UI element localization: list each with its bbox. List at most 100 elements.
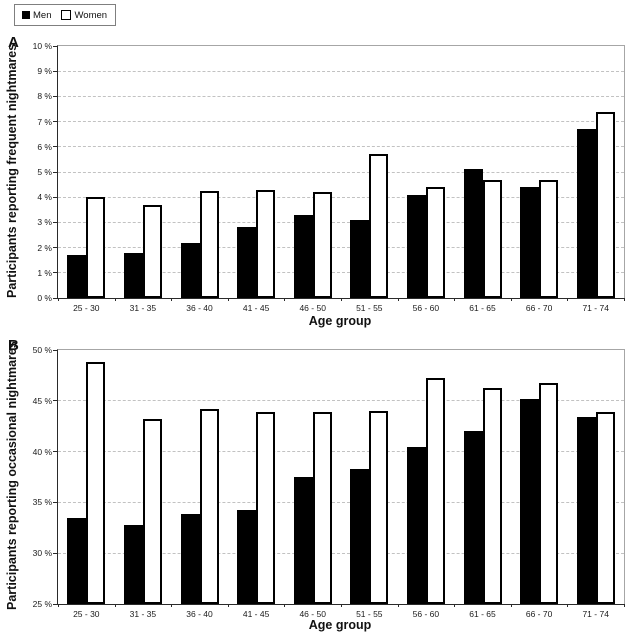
panel-a-plot-area: 0 % 1 % 2 % 3 % 4 % 5 % 6 % 7 % 8 % 9 % 10 % 25 - 3… xyxy=(33,41,625,313)
x-tick-mark xyxy=(566,298,568,301)
bar-men xyxy=(237,509,257,604)
bar-men xyxy=(350,219,370,298)
y-tick-label: 35 % xyxy=(32,497,52,508)
bar-women xyxy=(425,378,445,604)
x-tick-mark xyxy=(227,604,229,607)
bar-men xyxy=(576,129,596,298)
x-category-label: 25 - 30 xyxy=(73,303,100,313)
y-tick-label: 4 % xyxy=(37,192,52,203)
bar-men xyxy=(463,431,483,604)
gridline xyxy=(58,171,624,173)
bar-women xyxy=(425,187,445,298)
bar-men xyxy=(237,227,257,298)
y-tick-mark xyxy=(53,272,58,274)
x-category-label: 56 - 60 xyxy=(412,303,440,313)
y-tick-mark xyxy=(53,501,58,503)
x-category-label: 71 - 74 xyxy=(582,303,609,313)
x-tick-mark xyxy=(623,604,625,607)
bar-men xyxy=(67,517,87,604)
x-tick-mark xyxy=(340,298,342,301)
gridline xyxy=(58,95,624,97)
y-tick-label: 9 % xyxy=(37,66,52,77)
x-category-label: 51 - 55 xyxy=(356,303,383,313)
x-category-label: 71 - 74 xyxy=(582,609,609,619)
gridline xyxy=(58,247,624,249)
x-tick-mark xyxy=(170,604,172,607)
x-tick-mark xyxy=(397,604,399,607)
y-tick-mark xyxy=(53,603,58,605)
gridline xyxy=(58,501,624,503)
bar-men xyxy=(67,255,87,298)
bar-women xyxy=(199,190,219,298)
x-category-label: 66 - 70 xyxy=(525,303,553,313)
legend: Men Women xyxy=(14,4,117,26)
bar-women xyxy=(256,189,276,298)
panel-b-letter: B xyxy=(8,337,19,354)
y-tick-mark xyxy=(53,121,58,123)
panel-b-x-axis-title: Age group xyxy=(308,618,372,632)
x-category-label: 56 - 60 xyxy=(412,609,440,619)
bar-women xyxy=(312,192,332,298)
legend-women-label: Women xyxy=(74,9,108,21)
y-tick-label: 7 % xyxy=(37,116,52,127)
y-tick-mark xyxy=(53,400,58,402)
x-tick-mark xyxy=(510,604,512,607)
bar-women xyxy=(312,411,332,604)
bar-women xyxy=(142,204,162,298)
bar-men xyxy=(576,417,596,604)
bar-men xyxy=(406,446,426,604)
bar-men xyxy=(520,398,540,604)
y-tick-label: 25 % xyxy=(32,599,52,609)
bar-women xyxy=(256,411,276,604)
x-category-label: 41 - 45 xyxy=(242,609,270,619)
y-tick-mark xyxy=(53,45,58,47)
legend-men-label: Men xyxy=(33,9,52,21)
x-category-label: 31 - 35 xyxy=(129,303,157,313)
y-tick-mark xyxy=(53,297,58,299)
bar-women xyxy=(482,387,502,604)
y-tick-mark xyxy=(53,247,58,249)
y-tick-label: 10 % xyxy=(32,41,52,51)
x-tick-mark xyxy=(453,604,455,607)
bar-women xyxy=(595,111,615,298)
bar-men xyxy=(293,214,313,298)
bar-women xyxy=(482,179,502,298)
x-tick-mark xyxy=(57,604,59,607)
gridline xyxy=(58,272,624,274)
women-swatch-icon xyxy=(61,10,72,20)
gridline xyxy=(58,121,624,123)
x-tick-mark xyxy=(283,298,285,301)
y-tick-label: 8 % xyxy=(37,91,52,102)
y-tick-label: 5 % xyxy=(37,167,52,177)
y-tick-label: 50 % xyxy=(32,345,52,355)
bar-women xyxy=(539,382,559,604)
x-category-label: 31 - 35 xyxy=(129,609,157,619)
bar-women xyxy=(86,197,106,298)
x-tick-mark xyxy=(566,604,568,607)
y-tick-label: 6 % xyxy=(37,141,52,152)
y-tick-label: 40 % xyxy=(32,446,52,457)
x-tick-mark xyxy=(57,298,59,301)
x-tick-mark xyxy=(283,604,285,607)
bar-women xyxy=(86,362,106,604)
panel-a-x-axis-title: Age group xyxy=(308,314,372,328)
x-category-label: 41 - 45 xyxy=(242,303,270,313)
x-tick-mark xyxy=(114,604,116,607)
bar-women xyxy=(595,411,615,604)
y-tick-label: 2 % xyxy=(37,242,52,253)
x-tick-mark xyxy=(340,604,342,607)
bar-women xyxy=(369,410,389,604)
y-tick-label: 45 % xyxy=(32,395,52,406)
panel-b-plot-area: 25 % 30 % 35 % 40 % 45 % 50 % 25 - 30 31 - 35 36… xyxy=(33,345,625,619)
bar-men xyxy=(406,194,426,298)
y-tick-label: 30 % xyxy=(32,548,52,559)
x-category-label: 51 - 55 xyxy=(356,609,383,619)
bar-men xyxy=(180,513,200,604)
gridline xyxy=(58,70,624,72)
y-tick-mark xyxy=(53,349,58,351)
x-tick-mark xyxy=(510,298,512,301)
y-tick-mark xyxy=(53,146,58,148)
gridline xyxy=(58,400,624,402)
y-tick-mark xyxy=(53,171,58,173)
x-category-label: 61 - 65 xyxy=(469,303,496,313)
